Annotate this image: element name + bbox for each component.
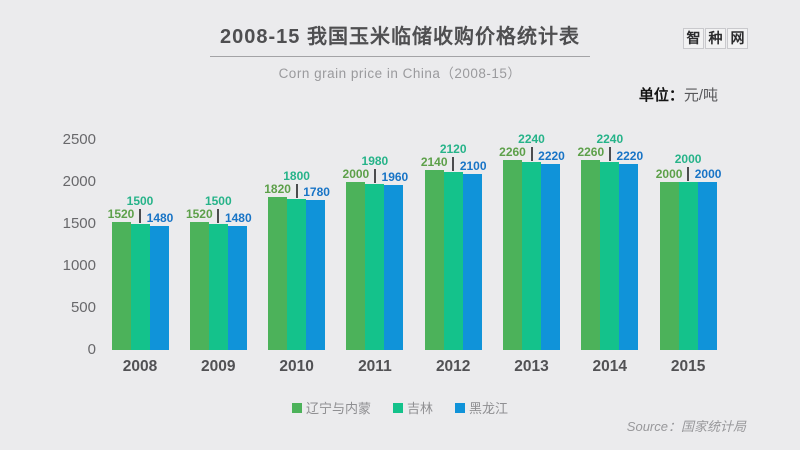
data-label: 1500 (126, 194, 154, 208)
bar-2008 (130, 224, 150, 350)
data-label: 2000 (694, 167, 722, 181)
bar-2013 (503, 160, 522, 350)
data-label: 1480 (146, 210, 174, 225)
data-label: 1520 (185, 207, 213, 222)
y-tick-label: 1000 (62, 257, 96, 274)
legend-swatch (392, 402, 403, 413)
data-label: 2240 (596, 131, 624, 146)
bar-2008 (111, 222, 131, 350)
data-label: 1520 (107, 207, 135, 222)
data-label: 2100 (459, 158, 487, 173)
data-label: 1500 (204, 194, 232, 208)
bar-2009 (189, 222, 209, 350)
bar-2011 (365, 183, 385, 350)
y-tick-label: 500 (70, 299, 96, 316)
label-leader-line (530, 146, 533, 161)
label-leader-line (139, 209, 141, 223)
bar-2009 (208, 224, 228, 350)
data-label: 2220 (616, 148, 644, 163)
data-label: 2120 (439, 141, 467, 156)
bar-2012 (424, 170, 444, 350)
bar-2014 (600, 161, 620, 350)
bar-2012 (462, 173, 482, 350)
x-tick-label: 2008 (122, 358, 158, 375)
legend-label: 辽宁与内蒙 (305, 401, 371, 416)
label-leader-line (687, 167, 690, 181)
bar-2015 (697, 182, 717, 350)
logo-character: 智 (683, 28, 704, 49)
legend-label: 吉林 (406, 401, 433, 416)
legend-item: 吉林 (392, 398, 433, 417)
data-label: 2240 (518, 131, 545, 146)
unit-note: 单位：元/吨 (639, 84, 718, 105)
data-label: 2000 (674, 152, 702, 166)
y-tick-label: 1500 (62, 215, 96, 232)
label-leader-line (217, 209, 220, 223)
bar-2014 (581, 160, 601, 350)
site-logo: 智种网 (683, 28, 748, 49)
bar-2010 (268, 197, 288, 350)
header: 2008-15 我国玉米临储收购价格统计表 Corn grain price i… (0, 20, 800, 82)
page-title: 2008-15 我国玉米临储收购价格统计表 (210, 20, 590, 57)
bar-2010 (287, 198, 307, 350)
data-label: 1820 (264, 182, 291, 197)
data-label: 2260 (577, 145, 605, 160)
label-leader-line (452, 156, 455, 171)
bar-2008 (149, 225, 169, 350)
legend-item: 黑龙江 (455, 398, 508, 417)
y-tick-label: 0 (87, 341, 96, 358)
data-label: 2000 (655, 167, 683, 181)
logo-character: 网 (727, 28, 748, 49)
data-label: 1980 (361, 153, 389, 168)
data-label: 1800 (283, 168, 310, 183)
data-label: 2260 (499, 145, 526, 160)
bar-2011 (346, 182, 366, 350)
unit-note-label: 单位： (638, 87, 684, 104)
bar-2013 (541, 163, 560, 350)
x-tick-label: 2011 (358, 358, 392, 375)
bar-2015 (659, 182, 679, 350)
data-label: 2000 (342, 167, 370, 181)
y-tick-label: 2500 (62, 131, 96, 148)
legend-swatch (455, 402, 465, 413)
bar-2011 (384, 185, 404, 350)
source-note: Source：国家统计局 (626, 419, 746, 434)
label-leader-line (295, 183, 298, 198)
bar-2009 (227, 225, 247, 350)
bar-2013 (522, 161, 541, 350)
legend-swatch (291, 402, 302, 413)
unit-note-value: 元/吨 (683, 87, 718, 104)
legend-label: 黑龙江 (469, 401, 509, 416)
x-tick-label: 2009 (201, 358, 236, 375)
bar-2014 (619, 163, 639, 350)
x-tick-label: 2015 (670, 358, 706, 375)
x-tick-label: 2013 (514, 358, 549, 375)
y-tick-label: 2000 (62, 173, 96, 190)
data-label: 1480 (224, 210, 252, 225)
logo-character: 种 (705, 28, 726, 49)
x-tick-label: 2010 (279, 358, 314, 375)
legend-item: 辽宁与内蒙 (291, 398, 371, 417)
data-label: 2140 (420, 155, 448, 170)
page-subtitle: Corn grain price in China（2008-15） (278, 66, 522, 81)
label-leader-line (373, 168, 376, 183)
data-label: 2220 (538, 148, 565, 163)
label-leader-line (608, 146, 611, 161)
data-label: 1960 (381, 170, 409, 185)
bar-2010 (306, 200, 326, 350)
x-tick-label: 2014 (592, 358, 628, 375)
legend: 辽宁与内蒙 吉林 黑龙江 (0, 398, 800, 417)
x-tick-label: 2012 (435, 358, 471, 375)
bar-2012 (443, 171, 463, 350)
data-label: 1780 (303, 185, 330, 200)
bar-2015 (678, 182, 698, 350)
